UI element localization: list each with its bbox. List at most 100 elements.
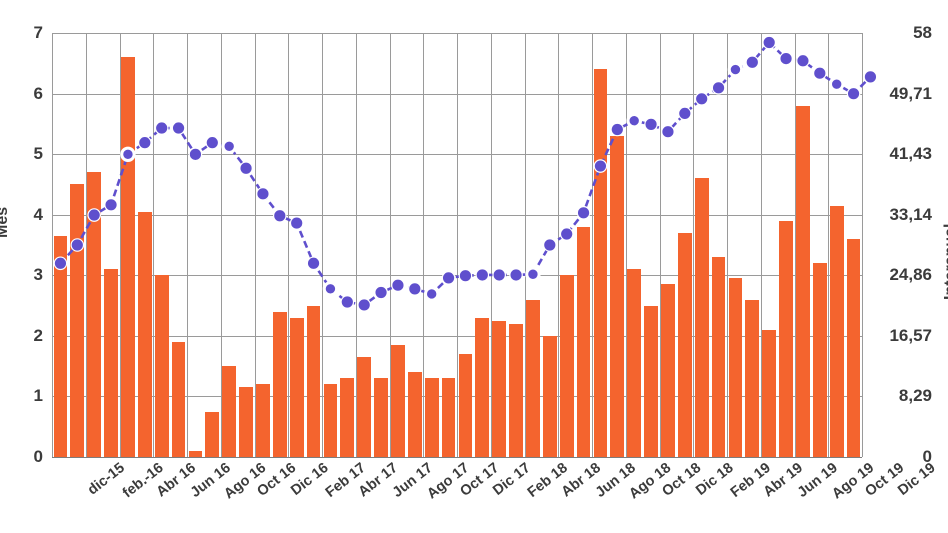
vertical-gridline xyxy=(187,33,188,457)
vertical-gridline xyxy=(862,33,863,457)
bar[interactable] xyxy=(745,299,760,457)
bar[interactable] xyxy=(627,269,642,457)
x-axis-labels: dic-15 feb.-16 Abr 16 Jun 16 Ago 16 Oct 16 Dic… xyxy=(52,460,939,533)
bar[interactable] xyxy=(154,275,169,457)
line-marker[interactable] xyxy=(273,208,287,223)
bar[interactable] xyxy=(458,354,473,457)
bar[interactable] xyxy=(374,378,388,457)
y-axis-right-tick: 16,57 xyxy=(889,325,932,345)
line-marker[interactable] xyxy=(678,106,692,121)
bar[interactable] xyxy=(762,329,777,457)
bar[interactable] xyxy=(188,450,203,457)
line-marker[interactable] xyxy=(408,282,422,296)
bar[interactable] xyxy=(526,299,540,457)
line-marker[interactable] xyxy=(762,35,776,50)
line-marker[interactable] xyxy=(828,76,845,92)
bar[interactable] xyxy=(53,235,68,457)
line-marker[interactable] xyxy=(559,227,574,241)
line-marker[interactable] xyxy=(610,122,625,137)
y-axis-right-tick: 8,29 xyxy=(898,386,932,406)
bar[interactable] xyxy=(205,411,220,457)
bar[interactable] xyxy=(424,378,439,457)
line-marker[interactable] xyxy=(543,238,557,252)
line-marker[interactable] xyxy=(576,206,591,220)
line-marker[interactable] xyxy=(138,135,152,150)
y-axis-left-tick: 2 xyxy=(33,325,43,345)
line-marker[interactable] xyxy=(374,285,388,300)
y-axis-right-tick: 24,86 xyxy=(889,265,932,285)
bar[interactable] xyxy=(829,205,844,457)
bar[interactable] xyxy=(846,238,861,457)
line-marker[interactable] xyxy=(239,161,253,176)
bar[interactable] xyxy=(306,305,321,457)
bar[interactable] xyxy=(593,69,608,457)
bar[interactable] xyxy=(239,387,253,457)
bar[interactable] xyxy=(70,184,85,457)
line-marker[interactable] xyxy=(289,216,304,230)
line-marker[interactable] xyxy=(171,121,186,135)
bar[interactable] xyxy=(812,263,827,457)
bar[interactable] xyxy=(121,57,135,457)
line-marker[interactable] xyxy=(441,271,456,285)
line-marker[interactable] xyxy=(104,197,118,212)
line-marker[interactable] xyxy=(796,53,810,68)
bar[interactable] xyxy=(711,257,726,457)
plot-area xyxy=(52,33,878,458)
bar[interactable] xyxy=(728,278,743,457)
y-axis-right-tick: 41,43 xyxy=(889,144,932,164)
bar[interactable] xyxy=(222,366,237,457)
y-axis-right: Interanual 0 8,29 16,57 24,86 33,14 41,43 49,7… xyxy=(862,0,948,490)
line-marker[interactable] xyxy=(779,51,793,66)
line-marker[interactable] xyxy=(154,121,169,135)
bar[interactable] xyxy=(694,178,709,457)
line-marker[interactable] xyxy=(525,266,541,282)
line-marker[interactable] xyxy=(661,124,675,139)
y-axis-left-tick: 5 xyxy=(33,144,43,164)
line-marker[interactable] xyxy=(423,286,440,302)
line-marker[interactable] xyxy=(745,55,760,70)
bar[interactable] xyxy=(475,317,490,457)
line-marker[interactable] xyxy=(256,187,270,201)
line-marker[interactable] xyxy=(391,278,405,293)
bar[interactable] xyxy=(779,220,793,457)
bar[interactable] xyxy=(171,341,186,457)
bar[interactable] xyxy=(661,284,675,457)
bar[interactable] xyxy=(542,335,557,457)
line-marker[interactable] xyxy=(644,117,658,132)
bar[interactable] xyxy=(576,226,591,457)
y-axis-left-tick: 0 xyxy=(33,447,43,466)
line-path xyxy=(59,40,872,307)
bar[interactable] xyxy=(87,172,102,457)
bar[interactable] xyxy=(137,211,152,457)
line-marker[interactable] xyxy=(340,295,355,309)
line-marker[interactable] xyxy=(357,298,371,312)
bar[interactable] xyxy=(323,384,338,457)
bar[interactable] xyxy=(340,378,355,457)
bar[interactable] xyxy=(492,320,507,457)
line-marker[interactable] xyxy=(306,256,321,271)
y-axis-right-title: Interanual xyxy=(942,223,948,300)
bar[interactable] xyxy=(441,378,456,457)
bar[interactable] xyxy=(559,275,574,457)
line-marker[interactable] xyxy=(711,81,726,95)
bar[interactable] xyxy=(391,344,405,457)
bar[interactable] xyxy=(289,317,304,457)
bar[interactable] xyxy=(644,305,658,457)
bar[interactable] xyxy=(677,232,692,457)
line-marker[interactable] xyxy=(813,66,827,81)
bar[interactable] xyxy=(272,311,287,457)
bar[interactable] xyxy=(509,323,523,457)
line-marker[interactable] xyxy=(221,138,237,155)
bar[interactable] xyxy=(104,269,118,457)
line-marker[interactable] xyxy=(322,281,339,297)
bar[interactable] xyxy=(796,105,810,457)
bar[interactable] xyxy=(407,372,422,457)
bar[interactable] xyxy=(610,135,625,457)
bar[interactable] xyxy=(357,357,372,457)
line-marker[interactable] xyxy=(727,61,744,78)
bar[interactable] xyxy=(256,384,270,457)
line-marker[interactable] xyxy=(205,135,220,150)
y-axis-left-tick: 6 xyxy=(33,83,43,103)
line-marker[interactable] xyxy=(626,113,642,129)
